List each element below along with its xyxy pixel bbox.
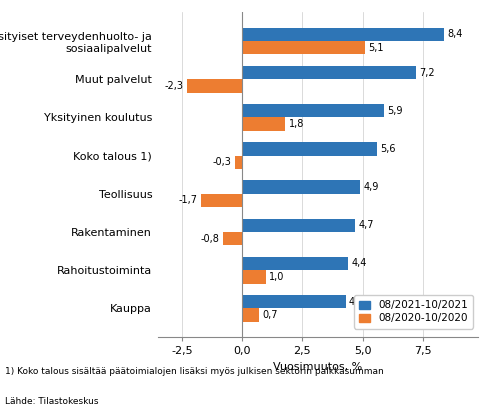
Text: 4,7: 4,7 (358, 220, 374, 230)
Text: -2,3: -2,3 (165, 81, 183, 91)
Bar (235, 156, 242, 169)
Legend: 08/2021-10/2021, 08/2020-10/2020: 08/2021-10/2021, 08/2020-10/2020 (354, 295, 473, 329)
Bar (242, 295, 346, 308)
Bar (242, 28, 445, 41)
Text: -0,8: -0,8 (201, 234, 220, 244)
Bar (242, 181, 360, 194)
Text: 5,9: 5,9 (387, 106, 403, 116)
Text: -1,7: -1,7 (179, 196, 198, 206)
Bar (242, 142, 377, 156)
Text: -0,3: -0,3 (213, 157, 232, 167)
Text: 8,4: 8,4 (448, 30, 463, 40)
Bar (242, 66, 416, 79)
Text: 5,6: 5,6 (380, 144, 396, 154)
Text: 1,0: 1,0 (269, 272, 284, 282)
Text: 7,2: 7,2 (419, 68, 434, 78)
X-axis label: Vuosimuutos, %: Vuosimuutos, % (273, 362, 363, 371)
Bar (242, 219, 355, 232)
Bar (201, 194, 242, 207)
Text: 4,3: 4,3 (349, 297, 364, 307)
Text: Lähde: Tilastokeskus: Lähde: Tilastokeskus (5, 396, 99, 406)
Text: 0,7: 0,7 (262, 310, 278, 320)
Text: 5,1: 5,1 (368, 43, 384, 53)
Bar (242, 270, 266, 284)
Bar (242, 308, 259, 322)
Text: 1,8: 1,8 (288, 119, 304, 129)
Text: 4,4: 4,4 (351, 258, 367, 268)
Bar (242, 117, 285, 131)
Bar (242, 104, 384, 117)
Text: 4,9: 4,9 (363, 182, 379, 192)
Bar (187, 79, 242, 93)
Bar (223, 232, 242, 245)
Bar (242, 257, 348, 270)
Text: 1) Koko talous sisältää päätoimialojen lisäksi myös julkisen sektorin palkkasumm: 1) Koko talous sisältää päätoimialojen l… (5, 367, 384, 376)
Bar (242, 41, 365, 54)
